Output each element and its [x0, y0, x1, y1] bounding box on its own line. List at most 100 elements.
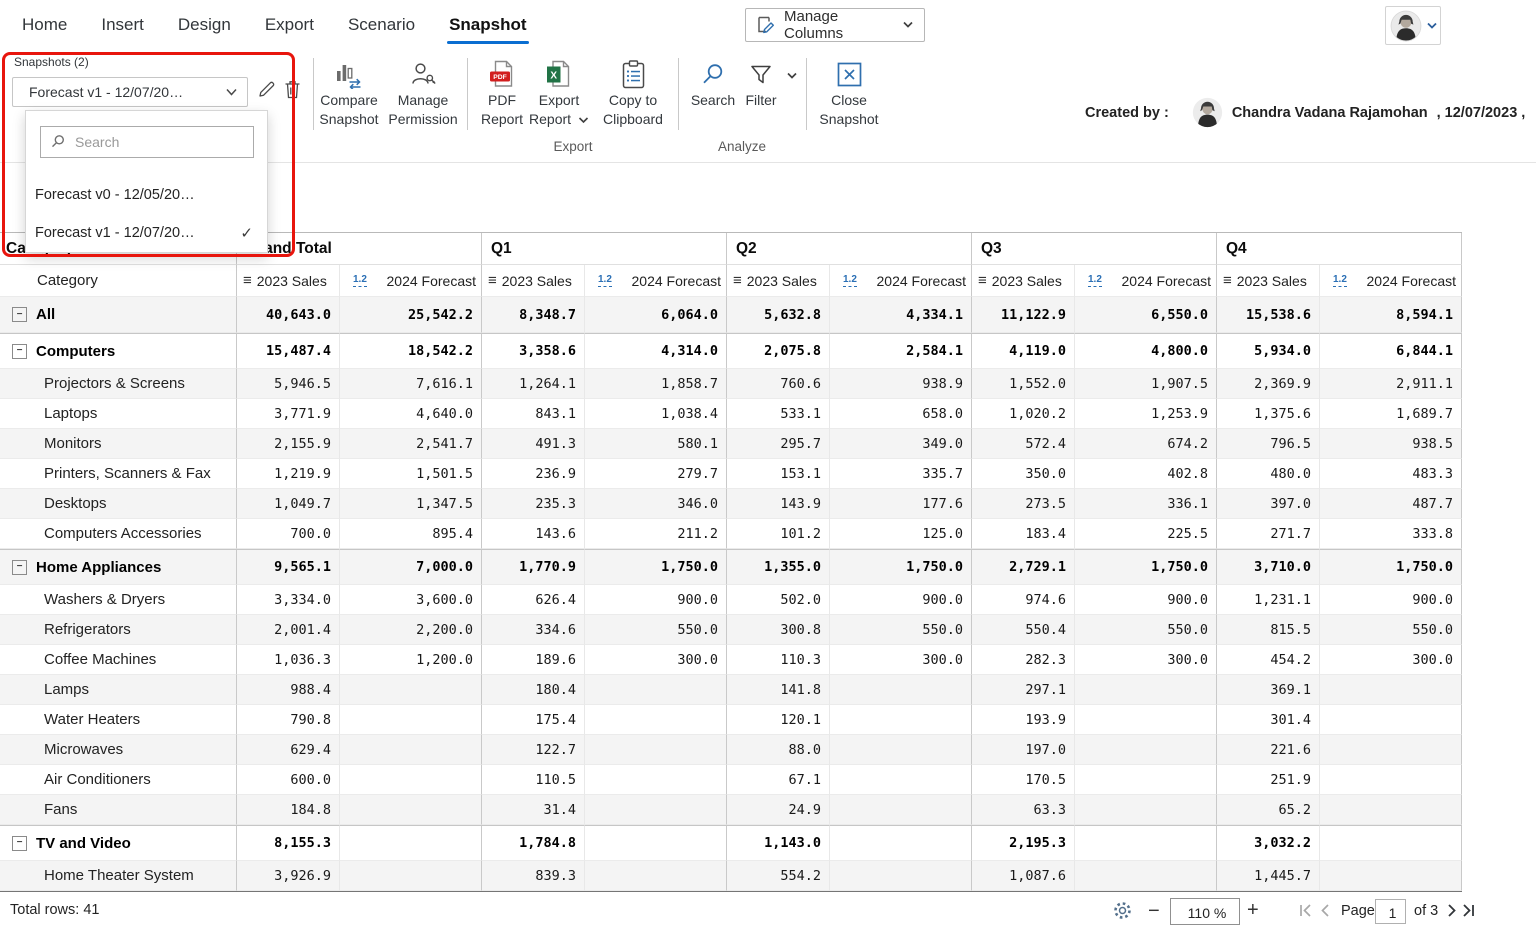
data-cell[interactable]: 6,844.1: [1320, 333, 1462, 369]
snapshot-search-input[interactable]: [73, 133, 237, 151]
data-cell[interactable]: 67.1: [727, 765, 830, 795]
row-label[interactable]: − All: [0, 297, 237, 333]
data-cell[interactable]: 674.2: [1075, 429, 1217, 459]
data-cell[interactable]: 554.2: [727, 861, 830, 891]
data-cell[interactable]: 122.7: [482, 735, 585, 765]
data-cell[interactable]: 4,800.0: [1075, 333, 1217, 369]
data-cell[interactable]: 8,155.3: [237, 825, 340, 861]
data-cell[interactable]: 1,689.7: [1320, 399, 1462, 429]
data-cell[interactable]: 1,552.0: [972, 369, 1075, 399]
row-label[interactable]: Home Theater System: [0, 861, 237, 891]
data-cell[interactable]: 63.3: [972, 795, 1075, 825]
data-cell[interactable]: 3,032.2: [1217, 825, 1320, 861]
data-cell[interactable]: 300.0: [1075, 645, 1217, 675]
row-label[interactable]: Microwaves: [0, 735, 237, 765]
data-cell[interactable]: 2,584.1: [830, 333, 972, 369]
data-cell[interactable]: 974.6: [972, 585, 1075, 615]
data-cell[interactable]: 143.9: [727, 489, 830, 519]
data-cell[interactable]: 6,064.0: [585, 297, 727, 333]
data-cell[interactable]: 120.1: [727, 705, 830, 735]
subcolumn-header-2023-sales[interactable]: ≡ 2023 Sales: [237, 265, 340, 297]
data-cell[interactable]: [1075, 735, 1217, 765]
data-cell[interactable]: [830, 825, 972, 861]
data-cell[interactable]: [1320, 861, 1462, 891]
data-cell[interactable]: [1075, 765, 1217, 795]
data-cell[interactable]: 300.8: [727, 615, 830, 645]
data-cell[interactable]: 8,594.1: [1320, 297, 1462, 333]
data-cell[interactable]: 550.0: [830, 615, 972, 645]
data-cell[interactable]: 1,858.7: [585, 369, 727, 399]
row-label[interactable]: Lamps: [0, 675, 237, 705]
data-cell[interactable]: 189.6: [482, 645, 585, 675]
snapshot-select[interactable]: Forecast v1 - 12/07/20…: [12, 77, 248, 107]
data-cell[interactable]: [585, 705, 727, 735]
menu-home[interactable]: Home: [22, 15, 68, 34]
data-cell[interactable]: 25,542.2: [340, 297, 482, 333]
data-cell[interactable]: 1,253.9: [1075, 399, 1217, 429]
data-cell[interactable]: [830, 735, 972, 765]
data-cell[interactable]: 550.0: [1075, 615, 1217, 645]
data-cell[interactable]: 101.2: [727, 519, 830, 549]
data-cell[interactable]: 3,358.6: [482, 333, 585, 369]
data-cell[interactable]: 1,770.9: [482, 549, 585, 585]
data-cell[interactable]: 18,542.2: [340, 333, 482, 369]
data-cell[interactable]: [1075, 675, 1217, 705]
manage-permission-button[interactable]: Manage Permission: [383, 58, 463, 129]
menu-insert[interactable]: Insert: [101, 15, 144, 34]
snapshot-search-box[interactable]: [40, 126, 254, 158]
data-cell[interactable]: 3,334.0: [237, 585, 340, 615]
data-cell[interactable]: 988.4: [237, 675, 340, 705]
page-number-input[interactable]: [1376, 900, 1409, 925]
row-label[interactable]: Coffee Machines: [0, 645, 237, 675]
data-cell[interactable]: 3,771.9: [237, 399, 340, 429]
data-cell[interactable]: [340, 765, 482, 795]
data-cell[interactable]: 170.5: [972, 765, 1075, 795]
data-cell[interactable]: 15,538.6: [1217, 297, 1320, 333]
data-cell[interactable]: 193.9: [972, 705, 1075, 735]
filter-chevron-icon[interactable]: [786, 72, 798, 80]
row-label[interactable]: Desktops: [0, 489, 237, 519]
data-cell[interactable]: 251.9: [1217, 765, 1320, 795]
search-button[interactable]: Search: [686, 58, 740, 110]
data-cell[interactable]: 1,264.1: [482, 369, 585, 399]
subcolumn-header-2024-forecast[interactable]: 1.2 2024 Forecast: [585, 265, 727, 297]
data-cell[interactable]: 15,487.4: [237, 333, 340, 369]
row-label[interactable]: Printers, Scanners & Fax: [0, 459, 237, 489]
data-cell[interactable]: 177.6: [830, 489, 972, 519]
data-cell[interactable]: 5,632.8: [727, 297, 830, 333]
data-cell[interactable]: 4,314.0: [585, 333, 727, 369]
close-snapshot-button[interactable]: Close Snapshot: [810, 58, 888, 129]
data-cell[interactable]: 491.3: [482, 429, 585, 459]
data-cell[interactable]: 1,200.0: [340, 645, 482, 675]
row-label[interactable]: Computers Accessories: [0, 519, 237, 549]
rename-snapshot-button[interactable]: [254, 76, 278, 102]
data-cell[interactable]: 1,087.6: [972, 861, 1075, 891]
row-label[interactable]: Fans: [0, 795, 237, 825]
last-page-button[interactable]: [1461, 903, 1476, 918]
data-cell[interactable]: 2,729.1: [972, 549, 1075, 585]
data-cell[interactable]: 938.9: [830, 369, 972, 399]
next-page-button[interactable]: [1444, 903, 1459, 918]
data-cell[interactable]: [1320, 735, 1462, 765]
data-cell[interactable]: 480.0: [1217, 459, 1320, 489]
data-cell[interactable]: [830, 765, 972, 795]
zoom-level-input[interactable]: [1171, 899, 1243, 926]
subcolumn-header-2024-forecast[interactable]: 1.2 2024 Forecast: [830, 265, 972, 297]
data-cell[interactable]: 2,195.3: [972, 825, 1075, 861]
data-cell[interactable]: [340, 861, 482, 891]
data-cell[interactable]: 24.9: [727, 795, 830, 825]
data-cell[interactable]: 1,038.4: [585, 399, 727, 429]
subcolumn-header-2023-sales[interactable]: ≡ 2023 Sales: [482, 265, 585, 297]
data-cell[interactable]: 273.5: [972, 489, 1075, 519]
data-cell[interactable]: 700.0: [237, 519, 340, 549]
data-cell[interactable]: [585, 795, 727, 825]
data-cell[interactable]: 1,020.2: [972, 399, 1075, 429]
data-cell[interactable]: 5,934.0: [1217, 333, 1320, 369]
data-cell[interactable]: 1,784.8: [482, 825, 585, 861]
data-cell[interactable]: 295.7: [727, 429, 830, 459]
data-cell[interactable]: 397.0: [1217, 489, 1320, 519]
data-cell[interactable]: 487.7: [1320, 489, 1462, 519]
data-cell[interactable]: 225.5: [1075, 519, 1217, 549]
data-cell[interactable]: 235.3: [482, 489, 585, 519]
data-cell[interactable]: 760.6: [727, 369, 830, 399]
